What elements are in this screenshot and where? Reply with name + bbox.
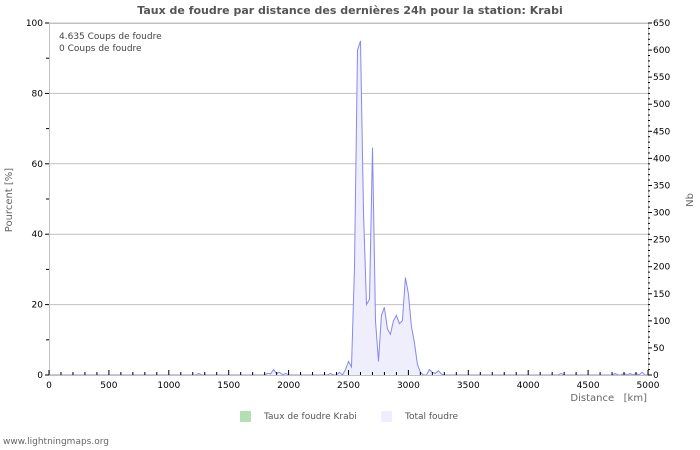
svg-text:2500: 2500 <box>337 381 360 391</box>
svg-text:600: 600 <box>653 46 670 56</box>
svg-text:20: 20 <box>32 301 44 311</box>
legend-item-total: Total foudre <box>381 411 458 422</box>
legend: Taux de foudre Krabi Total foudre <box>0 411 700 425</box>
svg-text:550: 550 <box>653 73 670 83</box>
svg-text:4500: 4500 <box>577 381 600 391</box>
svg-text:450: 450 <box>653 127 670 137</box>
svg-text:1500: 1500 <box>217 381 240 391</box>
svg-text:400: 400 <box>653 154 670 164</box>
legend-swatch-green <box>240 411 251 422</box>
svg-text:1000: 1000 <box>157 381 180 391</box>
svg-text:5000: 5000 <box>637 381 660 391</box>
svg-text:250: 250 <box>653 236 670 246</box>
svg-text:150: 150 <box>653 290 670 300</box>
svg-text:100: 100 <box>26 19 43 29</box>
y2-axis-title: Nb <box>685 193 696 207</box>
svg-text:80: 80 <box>32 89 44 99</box>
svg-text:0: 0 <box>37 371 43 381</box>
info-line-2: 0 Coups de foudre <box>59 44 142 54</box>
legend-label-taux: Taux de foudre Krabi <box>264 411 357 422</box>
svg-text:0: 0 <box>653 371 659 381</box>
svg-text:100: 100 <box>653 317 670 327</box>
svg-text:0: 0 <box>46 381 52 391</box>
svg-text:500: 500 <box>653 100 670 110</box>
legend-swatch-blue <box>381 411 392 422</box>
svg-text:500: 500 <box>100 381 117 391</box>
axes: 0204060801000501001502002503003504004505… <box>26 19 671 391</box>
svg-text:40: 40 <box>32 230 44 240</box>
svg-text:60: 60 <box>32 160 44 170</box>
series-total-foudre <box>49 40 648 376</box>
grid-lines <box>49 22 648 306</box>
svg-text:300: 300 <box>653 209 670 219</box>
svg-text:4000: 4000 <box>517 381 540 391</box>
y-axis-title: Pourcent [%] <box>4 168 15 233</box>
svg-text:2000: 2000 <box>277 381 300 391</box>
chart-title: Taux de foudre par distance des dernière… <box>137 4 563 17</box>
legend-item-taux: Taux de foudre Krabi <box>240 411 357 422</box>
svg-text:3500: 3500 <box>457 381 480 391</box>
svg-text:350: 350 <box>653 181 670 191</box>
svg-text:3000: 3000 <box>397 381 420 391</box>
legend-label-total: Total foudre <box>405 411 459 422</box>
footer-link[interactable]: www.lightningmaps.org <box>3 437 109 447</box>
svg-text:50: 50 <box>653 344 665 354</box>
svg-text:650: 650 <box>653 19 670 29</box>
svg-text:200: 200 <box>653 263 670 273</box>
info-line-1: 4.635 Coups de foudre <box>59 32 162 42</box>
x-axis-title: Distance [km] <box>570 393 647 404</box>
